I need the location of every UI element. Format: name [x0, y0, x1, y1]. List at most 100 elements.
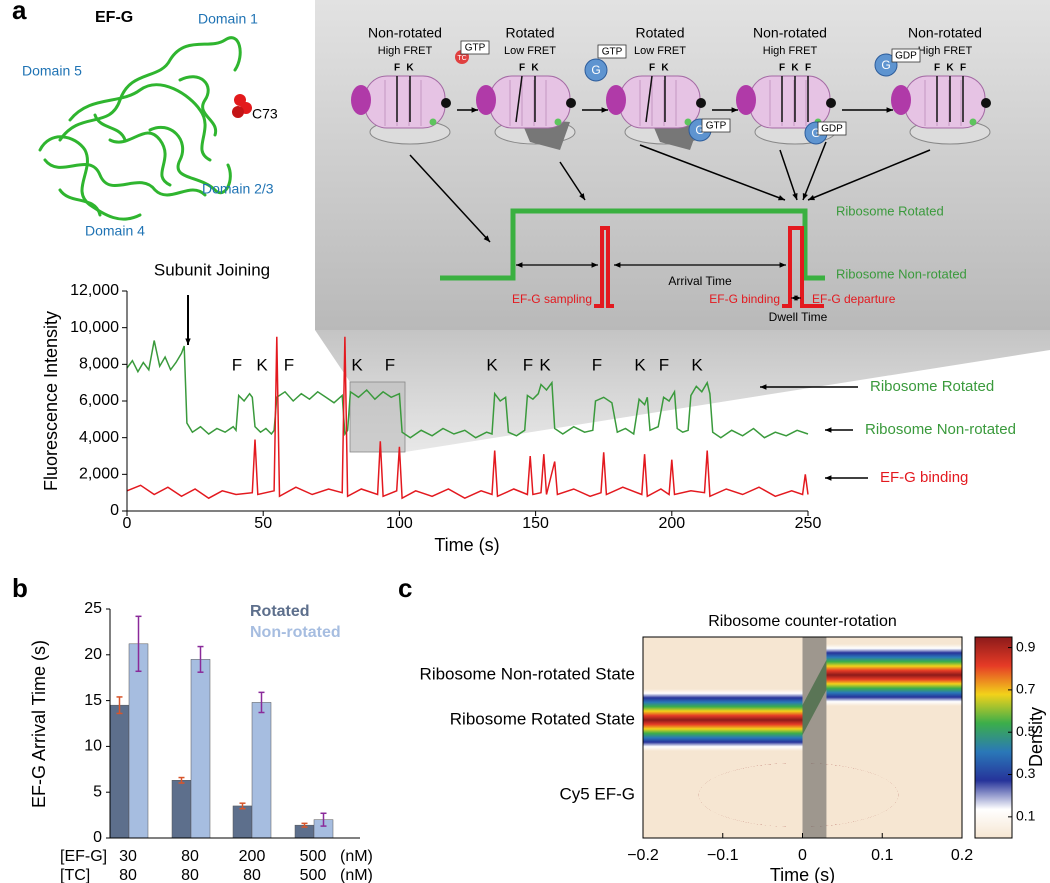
- trace-line: [126, 336, 809, 500]
- state-label: Ribosome Non-rotated State: [420, 664, 635, 683]
- density-band: [826, 644, 962, 706]
- dye: [696, 98, 706, 108]
- annotation: Ribosome Rotated: [870, 378, 994, 395]
- x-tick-label: 0.2: [951, 847, 973, 864]
- site-label: F: [519, 63, 525, 74]
- arrow-head: [808, 195, 815, 201]
- panel-label: a: [12, 0, 27, 25]
- x-axis-label: Time (s): [770, 865, 835, 883]
- nucleotide-label: GTP: [602, 47, 623, 58]
- bar: [232, 805, 253, 839]
- category-label: 500: [300, 848, 327, 865]
- zoom-box: [349, 381, 406, 453]
- y-tick-label: 0: [93, 829, 102, 846]
- nucleotide-tag: [597, 44, 627, 59]
- domain-label: C73: [252, 106, 278, 122]
- y-tick-label: 15: [84, 692, 102, 709]
- nucleotide-tag: [460, 40, 490, 55]
- arrow-head: [778, 195, 785, 201]
- colorbar-label: Density: [1026, 707, 1046, 767]
- structure-title: EF-G: [95, 9, 133, 26]
- transition-label: K: [539, 355, 551, 374]
- site-label: F: [649, 63, 655, 74]
- panel-label: c: [398, 573, 412, 603]
- arrow-head: [794, 295, 801, 301]
- panel-label: b: [12, 573, 28, 603]
- transition-label: K: [351, 355, 363, 374]
- unit-label: (nM): [340, 848, 373, 865]
- dye: [826, 98, 836, 108]
- y-tick-label: 20: [84, 646, 102, 663]
- x-tick-label: 150: [522, 515, 549, 532]
- annotation: Subunit Joining: [154, 260, 270, 279]
- dye: [441, 98, 451, 108]
- colorbar-tick-label: 0.7: [1016, 681, 1036, 697]
- site-label: F: [960, 63, 966, 74]
- row-label: [TC]: [60, 867, 90, 883]
- state-rotation: Non-rotated: [368, 25, 442, 41]
- state-fret: High FRET: [763, 45, 818, 57]
- trace-non-rotated: Ribosome Non-rotated: [836, 266, 967, 281]
- transition-label: F: [592, 355, 602, 374]
- site-label: F: [934, 63, 940, 74]
- nucleotide-label: GDP: [821, 124, 843, 135]
- efg-ball-label: G: [695, 123, 704, 137]
- l1-stalk: [736, 85, 756, 115]
- state-rotation: Non-rotated: [908, 25, 982, 41]
- colorbar-tick-label: 0.3: [1016, 765, 1036, 781]
- site-label: K: [661, 63, 669, 74]
- ideal-ribosome: [440, 208, 825, 281]
- domain-label: Domain 5: [22, 63, 82, 79]
- state-rotation: Rotated: [635, 25, 684, 41]
- x-tick-label: 0.1: [871, 847, 893, 864]
- transition-label: K: [486, 355, 498, 374]
- efg-ball: [584, 58, 608, 82]
- dye: [981, 98, 991, 108]
- y-tick-label: 0: [110, 502, 119, 519]
- dye: [566, 98, 576, 108]
- error-bar: [135, 615, 142, 673]
- efg-ball-label: G: [811, 126, 820, 140]
- arrow-head: [779, 262, 786, 268]
- zoom-wedge: [315, 330, 1050, 452]
- bar: [171, 780, 192, 839]
- y-tick-label: 2,000: [79, 466, 119, 483]
- category-label: 80: [119, 867, 137, 883]
- transition-label: K: [256, 355, 268, 374]
- state-fret: Low FRET: [504, 45, 556, 57]
- site-label: F: [779, 63, 785, 74]
- arrow-head: [516, 262, 523, 268]
- arrow: [559, 161, 586, 201]
- transition-label: K: [634, 355, 646, 374]
- arrow: [639, 144, 786, 201]
- transition-label: F: [232, 355, 242, 374]
- domain-label: Domain 1: [198, 11, 258, 27]
- x-tick-label: −0.1: [707, 847, 739, 864]
- error-bar: [301, 822, 308, 828]
- site-label: K: [406, 63, 414, 74]
- donor-star: [429, 118, 437, 126]
- site-label: F: [805, 63, 811, 74]
- transition-label: K: [691, 355, 703, 374]
- y-tick-label: 8,000: [79, 356, 119, 373]
- efg-ball-label: G: [591, 63, 600, 77]
- arrow: [802, 141, 827, 201]
- bar: [128, 643, 149, 839]
- trna: [515, 75, 523, 123]
- y-tick-label: 5: [93, 783, 102, 800]
- l1-stalk: [891, 85, 911, 115]
- error-bar: [116, 696, 123, 715]
- schematic-box: [315, 0, 1050, 330]
- colorbar-tick-label: 0.9: [1016, 638, 1036, 654]
- transition-label: F: [385, 355, 395, 374]
- arrow-head: [731, 107, 738, 113]
- arrival-time: Arrival Time: [668, 274, 732, 288]
- x-tick-label: 100: [386, 515, 413, 532]
- ideal-sampling: [594, 226, 614, 308]
- y-tick-label: 6,000: [79, 392, 119, 409]
- efg-ball: [874, 53, 898, 77]
- x-tick-label: −0.2: [627, 847, 659, 864]
- sampling: EF-G sampling: [512, 292, 592, 306]
- y-tick-label: 10,000: [70, 319, 119, 336]
